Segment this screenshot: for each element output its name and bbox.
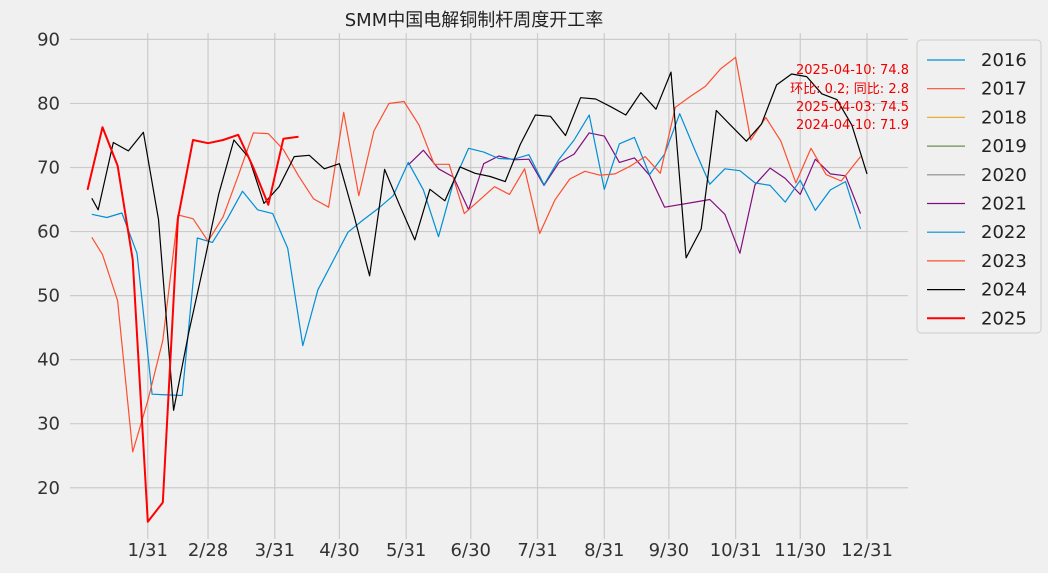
y-tick-label: 30	[37, 414, 60, 435]
x-tick-label: 1/31	[128, 540, 168, 561]
x-tick-label: 2/28	[188, 540, 228, 561]
annotation-line: 2025-04-03: 74.5	[796, 100, 909, 115]
legend: 2016 2017 2018 2019 2020 2021 2022 2023 2024 2025	[916, 39, 1042, 334]
annotation-box: 2025-04-10: 74.8 环比: 0.2; 同比: 2.8 2025-0…	[790, 63, 909, 133]
y-tick-label: 70	[37, 158, 60, 179]
series-line-2024	[91, 71, 868, 411]
series-line-2025	[86, 126, 299, 523]
series-lines	[86, 56, 868, 523]
y-tick-label: 50	[37, 286, 60, 307]
annotation-line: 环比: 0.2; 同比: 2.8	[790, 82, 909, 97]
x-tick-label: 8/31	[584, 540, 624, 561]
y-tick-label: 90	[37, 29, 60, 50]
y-tick-label: 80	[37, 93, 60, 114]
legend-label: 2025	[981, 308, 1027, 329]
annotation-line: 2025-04-10: 74.8	[796, 63, 909, 78]
x-tick-label: 6/30	[451, 540, 491, 561]
legend-label: 2019	[981, 136, 1027, 157]
legend-box	[916, 39, 1042, 334]
y-tick-label: 60	[37, 222, 60, 243]
y-tick-label: 40	[37, 350, 60, 371]
x-tick-label: 11/30	[774, 540, 826, 561]
axis-ticks: 20 30 40 50 60 70 80 90 1/31 2/28 3/31 4/30 5/31 6/30…	[37, 29, 893, 561]
x-tick-label: 4/30	[319, 540, 359, 561]
x-tick-label: 7/31	[517, 540, 557, 561]
legend-label: 2022	[981, 222, 1027, 243]
legend-label: 2018	[981, 107, 1027, 128]
x-tick-label: 5/31	[386, 540, 426, 561]
x-tick-label: 3/31	[255, 540, 295, 561]
chart-title: SMM中国电解铜制杆周度开工率	[345, 10, 604, 31]
x-tick-label: 12/31	[841, 540, 893, 561]
legend-label: 2016	[981, 50, 1027, 71]
x-tick-label: 9/30	[649, 540, 689, 561]
series-line-2021	[407, 132, 862, 254]
legend-label: 2024	[981, 280, 1027, 301]
legend-label: 2020	[981, 165, 1027, 186]
y-tick-label: 20	[37, 478, 60, 499]
grid	[70, 33, 908, 539]
annotation-line: 2024-04-10: 71.9	[796, 118, 909, 133]
series-line-2022	[91, 113, 862, 397]
legend-label: 2023	[981, 251, 1027, 272]
series-line-2023	[91, 56, 861, 453]
x-tick-label: 10/31	[710, 540, 762, 561]
legend-label: 2021	[981, 194, 1027, 215]
legend-label: 2017	[981, 79, 1027, 100]
